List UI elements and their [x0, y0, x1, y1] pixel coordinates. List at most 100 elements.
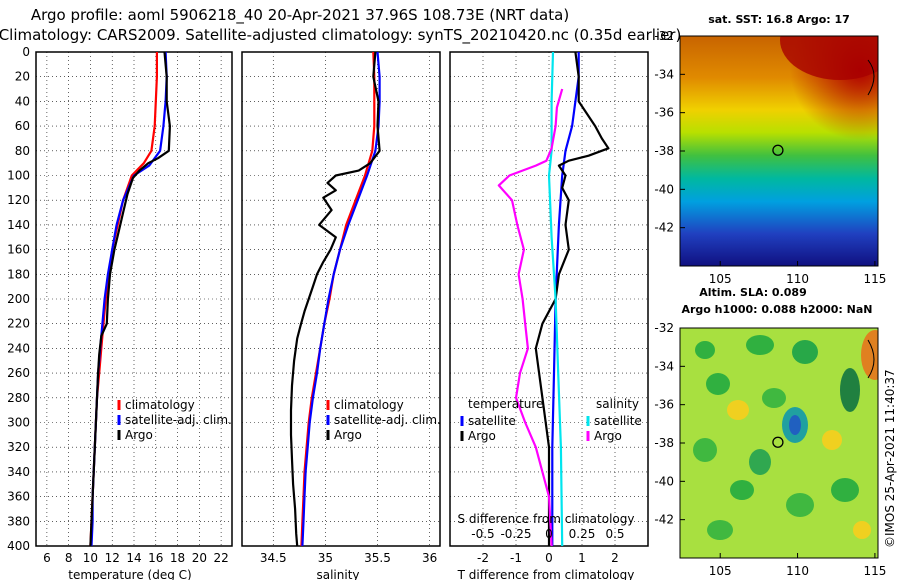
- x-tick-labels: 6 8 10 12 14 16 18 20 22 34.5 35 35.5 36 -2 -1 0 1 2-0.5-…: [43, 527, 624, 565]
- salinity-grid: [242, 51, 440, 547]
- depth-tick-label: 340: [7, 465, 30, 479]
- depth-tick-label: 160: [7, 243, 30, 257]
- depth-tick-label: 360: [7, 490, 30, 504]
- sla-high-patch: [861, 330, 878, 380]
- difference-legend: temperature salinity satellite Argo sate…: [460, 397, 642, 443]
- map-x-tick-label: 115: [863, 272, 886, 286]
- temperature-x-tick-label: 20: [192, 551, 207, 565]
- sla-low-patch: [707, 520, 733, 540]
- sla-low-patch: [693, 438, 717, 462]
- legend-label-sal-argo: Argo: [594, 429, 622, 443]
- sst-argo-position-marker: [772, 144, 784, 156]
- sla-high-patch: [822, 430, 842, 450]
- legend-label-argo: Argo: [334, 428, 362, 442]
- sla-low-core: [789, 415, 801, 435]
- map-y-tick-label: -34: [654, 359, 674, 373]
- sla-low-patch: [840, 368, 860, 412]
- salinity-x-tick-label: 35: [318, 551, 333, 565]
- sst-map-ticks: 105 110 115 -32 -34 -36 -38 -40 -42: [654, 29, 886, 286]
- depth-tick-label: 280: [7, 391, 30, 405]
- difference-axis-label: T difference from climatology: [457, 568, 635, 580]
- temperature-panel-frame: [35, 51, 233, 547]
- sst-map-title: sat. SST: 16.8 Argo: 17: [708, 13, 850, 26]
- map-y-tick-label: -38: [654, 144, 674, 158]
- map-x-tick-label: 115: [863, 564, 886, 578]
- salinity-series: [289, 51, 381, 547]
- map-x-tick-label: 110: [786, 564, 809, 578]
- temperature-x-tick-label: 8: [65, 551, 73, 565]
- map-y-tick-label: -40: [654, 474, 674, 488]
- coastline: [867, 59, 875, 96]
- coastline: [867, 339, 875, 379]
- s-difference-tick-label: -0.25: [500, 527, 531, 541]
- depth-tick-label: 240: [7, 341, 30, 355]
- temperature-x-tick-label: 6: [43, 551, 51, 565]
- salinity-axis-label: salinity: [316, 568, 359, 580]
- depth-tick-label: 260: [7, 366, 30, 380]
- sla-low-patch: [792, 340, 818, 364]
- difference-x-tick-label: 2: [611, 551, 619, 565]
- legend-label-temp-argo: Argo: [468, 429, 496, 443]
- salinity-x-tick-label: 35.5: [364, 551, 391, 565]
- temperature-x-tick-label: 22: [213, 551, 228, 565]
- legend-label-argo: Argo: [125, 428, 153, 442]
- map-y-tick-label: -36: [654, 398, 674, 412]
- map-y-tick-label: -34: [654, 67, 674, 81]
- s-difference-tick-label: 0.25: [569, 527, 596, 541]
- depth-tick-label: 0: [22, 45, 30, 59]
- s-difference-tick-label: -0.5: [471, 527, 494, 541]
- series-line-salinity-argo: [497, 88, 564, 547]
- map-x-tick-label: 105: [709, 564, 732, 578]
- depth-tick-label: 40: [15, 94, 30, 108]
- sla-low-patch: [762, 388, 786, 408]
- sla-map-title: Altim. SLA: 0.089: [699, 286, 806, 299]
- depth-tick-label: 200: [7, 292, 30, 306]
- temperature-series: [89, 51, 171, 547]
- sla-map-ticks: 105 110 115 -32 -34 -36 -38 -40 -42: [654, 321, 886, 578]
- salinity-x-tick-label: 34.5: [260, 551, 287, 565]
- sla-low-patch: [730, 480, 754, 500]
- sla-low-patch: [786, 493, 814, 517]
- series-line-climatology: [300, 51, 376, 547]
- depth-tick-label: 100: [7, 169, 30, 183]
- legend-label-satellite: satellite-adj. clim.: [334, 413, 441, 427]
- difference-x-tick-label: -1: [510, 551, 522, 565]
- map-y-tick-label: -40: [654, 182, 674, 196]
- sla-low-patch: [746, 335, 774, 355]
- map-x-tick-label: 105: [709, 272, 732, 286]
- difference-x-tick-label: 0: [545, 551, 553, 565]
- temperature-x-tick-label: 10: [83, 551, 98, 565]
- legend-heading-salinity: salinity: [596, 397, 639, 411]
- map-y-tick-label: -32: [654, 29, 674, 43]
- legend-label-climatology: climatology: [125, 398, 195, 412]
- depth-tick-label: 20: [15, 70, 30, 84]
- temperature-axis-label: temperature (deg C): [68, 568, 191, 580]
- sst-warm-core: [780, 36, 878, 80]
- depth-tick-label: 300: [7, 416, 30, 430]
- map-y-tick-label: -38: [654, 436, 674, 450]
- sla-map-subtitle: Argo h1000: 0.088 h2000: NaN: [681, 303, 872, 316]
- temperature-legend: climatology satellite-adj. clim. Argo: [117, 398, 232, 442]
- sla-argo-position-marker: [772, 436, 784, 448]
- sla-map-image: [680, 328, 878, 558]
- series-line-argo: [89, 51, 171, 547]
- depth-tick-label: 140: [7, 218, 30, 232]
- sst-map-image: [680, 36, 878, 266]
- difference-series: [497, 51, 610, 547]
- map-x-tick-label: 110: [786, 272, 809, 286]
- sla-low-patch: [749, 449, 771, 475]
- temperature-x-tick-label: 16: [148, 551, 163, 565]
- depth-tick-label: 60: [15, 119, 30, 133]
- s-difference-tick-label: 0.5: [605, 527, 624, 541]
- salinity-x-tick-label: 36: [422, 551, 437, 565]
- sla-low-patch: [706, 373, 730, 395]
- legend-label-sal-satellite: satellite: [594, 414, 642, 428]
- map-y-tick-label: -42: [654, 513, 674, 527]
- depth-tick-label: 320: [7, 440, 30, 454]
- s-difference-axis-label: S difference from climatology: [458, 512, 635, 526]
- depth-tick-label: 120: [7, 193, 30, 207]
- depth-tick-labels: 0 20 40 60 80 100 120 140 160 180 200 220 240 260 280 3…: [7, 45, 30, 553]
- series-line-temperature-satellite: [551, 52, 580, 546]
- depth-tick-label: 80: [15, 144, 30, 158]
